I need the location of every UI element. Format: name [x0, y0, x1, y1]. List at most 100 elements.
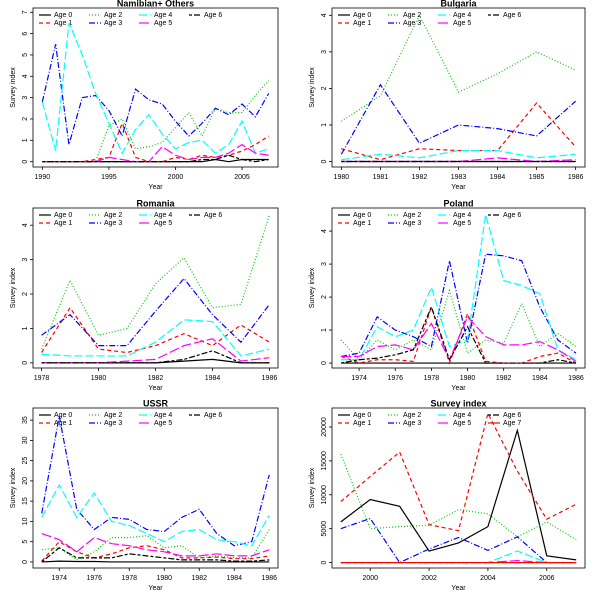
y-tick-label: 4 — [22, 74, 29, 78]
y-tick-label: 1 — [321, 328, 328, 332]
series-line — [42, 121, 270, 163]
chart-title: USSR — [143, 398, 169, 408]
legend-label: Age 3 — [403, 20, 421, 27]
plot-frame — [32, 7, 279, 168]
legend-label: Age 2 — [403, 212, 421, 219]
series-line — [340, 305, 577, 364]
y-tick-label: 1 — [321, 123, 328, 127]
y-tick-label: 35 — [22, 416, 29, 424]
series-line — [41, 277, 270, 347]
y-tick-label: 3 — [22, 258, 29, 262]
y-tick-label: 0 — [22, 160, 29, 164]
series-line — [41, 415, 270, 547]
x-tick-label: 2004 — [480, 575, 496, 582]
x-tick-label: 1986 — [568, 375, 584, 382]
x-axis-label: Year — [451, 385, 466, 392]
x-tick-label: 1986 — [262, 375, 278, 382]
y-tick-label: 2 — [22, 292, 29, 296]
legend-label: Age 2 — [104, 12, 122, 19]
legend-label: Age 5 — [154, 220, 172, 227]
y-tick-label: 0 — [321, 159, 328, 163]
legend-label: Age 4 — [453, 212, 471, 219]
x-tick-label: 1978 — [34, 375, 50, 382]
x-tick-label: 1982 — [148, 375, 164, 382]
legend-label: Age 0 — [353, 212, 371, 219]
y-tick-label: 5000 — [321, 521, 328, 537]
x-axis-label: Year — [148, 585, 163, 592]
series-line — [340, 288, 577, 361]
legend-label: Age 4 — [154, 12, 172, 19]
x-axis-label: Year — [148, 385, 163, 392]
x-tick-label: 1978 — [424, 375, 440, 382]
y-axis-label: Survey index — [10, 267, 17, 308]
y-tick-label: 10000 — [321, 485, 328, 505]
legend-label: Age 2 — [104, 412, 122, 419]
x-tick-label: 2000 — [362, 575, 378, 582]
x-tick-label: 1974 — [51, 575, 67, 582]
series-line — [41, 560, 270, 563]
legend-label: Age 2 — [403, 412, 421, 419]
x-tick-label: 1980 — [156, 575, 172, 582]
y-tick-label: 3 — [321, 50, 328, 54]
legend-label: Age 5 — [453, 420, 471, 427]
legend-label: Age 6 — [503, 12, 521, 19]
y-axis-label: Survey index — [10, 67, 17, 108]
series-line — [41, 319, 270, 357]
legend-label: Age 6 — [503, 412, 521, 419]
legend-label: Age 1 — [353, 220, 371, 227]
plot-frame — [32, 207, 279, 369]
plot-frame — [331, 207, 586, 369]
legend-label: Age 3 — [403, 420, 421, 427]
legend-label: Age 4 — [154, 212, 172, 219]
legend-label: Age 3 — [104, 220, 122, 227]
legend-label: Age 1 — [353, 20, 371, 27]
y-tick-label: 25 — [22, 457, 29, 465]
series-line — [41, 44, 270, 145]
x-tick-label: 1976 — [86, 575, 102, 582]
y-tick-label: 0 — [22, 560, 29, 564]
chart-title: Romania — [136, 198, 175, 208]
x-tick-label: 1980 — [91, 375, 107, 382]
series-line — [341, 102, 577, 161]
x-tick-label: 1982 — [496, 375, 512, 382]
x-tick-label: 2000 — [168, 174, 184, 181]
series-line — [40, 214, 271, 350]
plot-frame — [331, 407, 586, 569]
legend-label: Age 0 — [54, 12, 72, 19]
legend-label: Age 1 — [54, 420, 72, 427]
legend-label: Age 5 — [453, 220, 471, 227]
x-tick-label: 1984 — [532, 375, 548, 382]
x-tick-label: 1986 — [261, 575, 277, 582]
legend-label: Age 0 — [353, 412, 371, 419]
legend-label: Age 4 — [453, 412, 471, 419]
legend-label: Age 4 — [453, 12, 471, 19]
x-tick-label: 1980 — [334, 174, 350, 181]
series-line — [341, 214, 577, 361]
plot-frame — [32, 407, 279, 569]
series-line — [340, 253, 577, 358]
series-line — [340, 517, 577, 564]
x-tick-label: 1978 — [121, 575, 137, 582]
x-tick-label: 1976 — [387, 375, 403, 382]
legend-label: Age 6 — [503, 212, 521, 219]
series-line — [41, 350, 270, 364]
series-line — [42, 154, 269, 163]
legend-label: Age 6 — [204, 212, 222, 219]
y-tick-label: 1 — [22, 138, 29, 142]
y-tick-label: 15000 — [321, 451, 328, 471]
y-tick-label: 0 — [321, 361, 328, 365]
y-tick-label: 30 — [22, 436, 29, 444]
series-line — [41, 533, 270, 557]
x-tick-label: 1990 — [35, 174, 51, 181]
series-line — [340, 83, 577, 155]
y-tick-label: 3 — [22, 96, 29, 100]
legend-label: Age 1 — [54, 220, 72, 227]
y-tick-label: 0 — [22, 361, 29, 365]
series-line — [41, 547, 270, 563]
legend-label: Age 1 — [54, 20, 72, 27]
legend-label: Age 6 — [204, 412, 222, 419]
y-tick-label: 20 — [22, 477, 29, 485]
y-tick-label: 2 — [22, 117, 29, 121]
legend-label: Age 3 — [104, 20, 122, 27]
series-line — [340, 453, 577, 541]
